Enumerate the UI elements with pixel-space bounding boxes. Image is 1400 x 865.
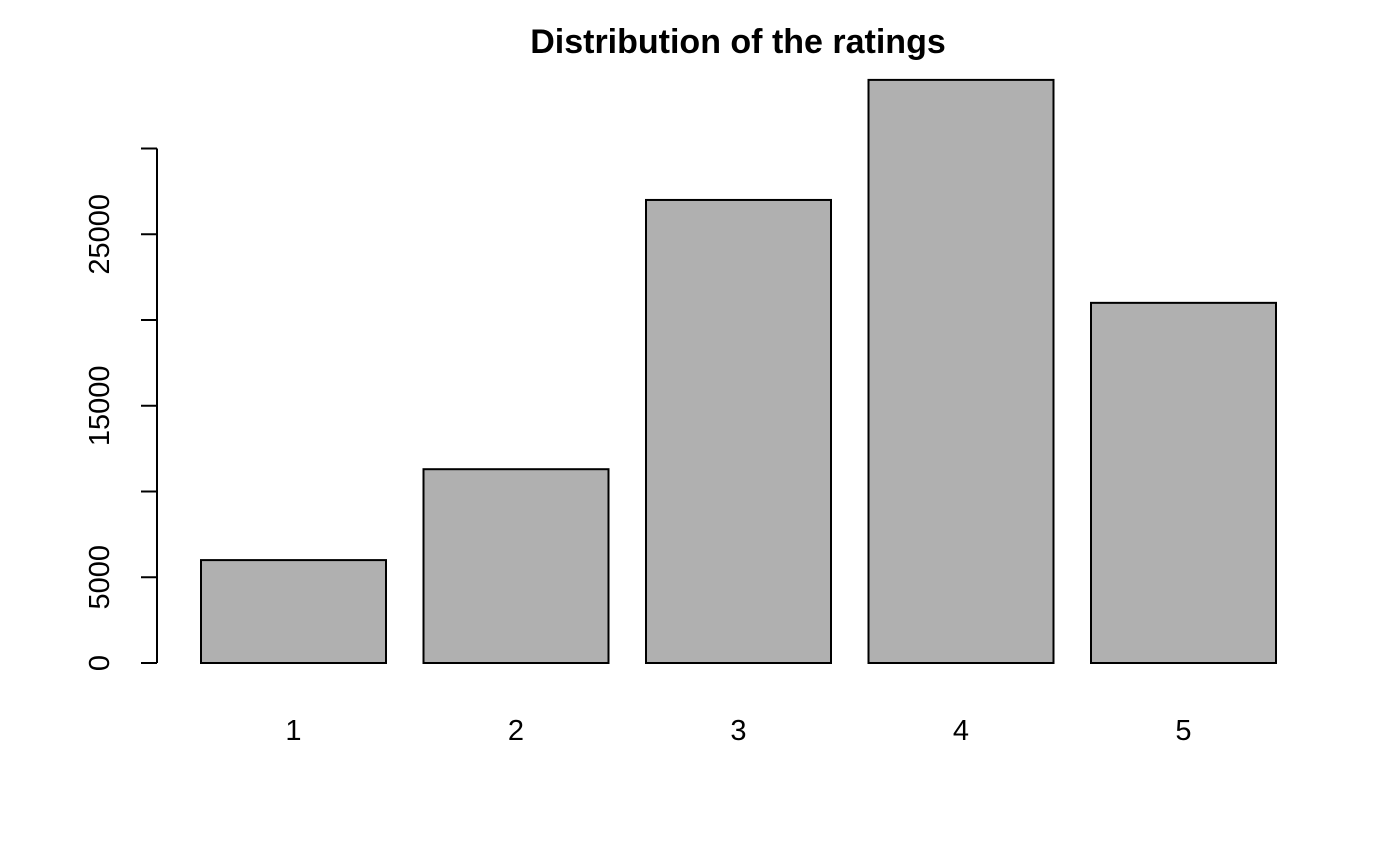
- bar-4: [867, 78, 1055, 664]
- bar-1: [200, 559, 387, 664]
- bar-2: [422, 468, 610, 664]
- y-tick-label: 15000: [84, 365, 116, 446]
- y-axis: 0 5000 15000 25000: [84, 147, 158, 671]
- x-tick-label: 5: [1175, 715, 1191, 747]
- x-tick-label: 1: [285, 715, 301, 747]
- chart-title: Distribution of the ratings: [530, 23, 946, 61]
- bar-5: [1090, 301, 1277, 664]
- bar-3: [645, 198, 832, 664]
- y-tick-label: 25000: [84, 194, 116, 275]
- y-tick-label: 5000: [84, 545, 116, 610]
- y-tick-label: 0: [84, 655, 116, 671]
- x-tick-label: 3: [730, 715, 746, 747]
- x-tick-labels: 1 2 3 4 5: [285, 715, 1191, 747]
- x-tick-label: 2: [508, 715, 524, 747]
- x-tick-label: 4: [953, 715, 969, 747]
- bars-group: [200, 78, 1277, 664]
